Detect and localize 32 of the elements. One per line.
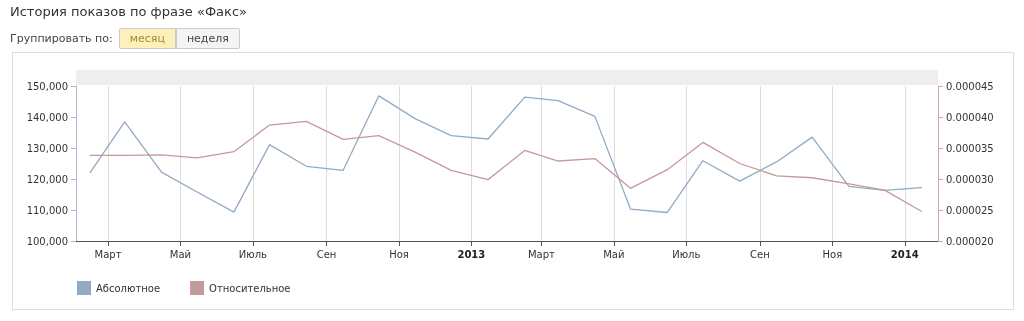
x-tick-label: Июль bbox=[238, 248, 268, 260]
y-tick-label: 120,000 bbox=[26, 173, 68, 185]
y-tick-label: 130,000 bbox=[26, 142, 68, 154]
y2-tick-label: 0.000025 bbox=[946, 204, 994, 216]
text: месяц bbox=[118, 28, 176, 49]
x-tick-label: Ноя bbox=[389, 248, 409, 260]
x-tick-label: Май bbox=[603, 248, 625, 260]
legend-label: Относительное bbox=[209, 282, 291, 294]
x-tick-label: Май bbox=[169, 248, 192, 260]
y-tick-label: 110,000 bbox=[26, 204, 68, 216]
y-tick-label: 100,000 bbox=[26, 235, 68, 247]
legend-label: Абсолютное bbox=[96, 282, 161, 294]
y2-tick-label: 0.000035 bbox=[946, 142, 994, 154]
y-tick-label: 140,000 bbox=[26, 111, 68, 123]
x-tick-label: 2014 bbox=[890, 248, 919, 260]
x-tick-label: Сен bbox=[750, 248, 770, 260]
y2-tick-label: 0.000020 bbox=[946, 235, 994, 247]
chart-title: История показов по фразе «Факс» bbox=[10, 4, 248, 19]
y-tick-label: 150,000 bbox=[26, 80, 68, 92]
x-tick-label: Март bbox=[527, 248, 556, 260]
x-tick-label: 2013 bbox=[457, 248, 486, 260]
x-tick-label: Сен bbox=[316, 248, 337, 260]
line-series bbox=[89, 95, 923, 214]
text: Группировать по: bbox=[10, 32, 113, 45]
y2-tick-label: 0.000040 bbox=[946, 111, 994, 123]
x-tick-label: Июль bbox=[672, 248, 701, 260]
x-tick-label: Март bbox=[94, 248, 122, 260]
y2-tick-label: 0.000045 bbox=[946, 80, 994, 92]
text: неделя bbox=[175, 28, 240, 49]
y2-tick-label: 0.000030 bbox=[946, 173, 994, 185]
line-series bbox=[89, 120, 923, 212]
x-tick-label: Ноя bbox=[822, 248, 843, 260]
